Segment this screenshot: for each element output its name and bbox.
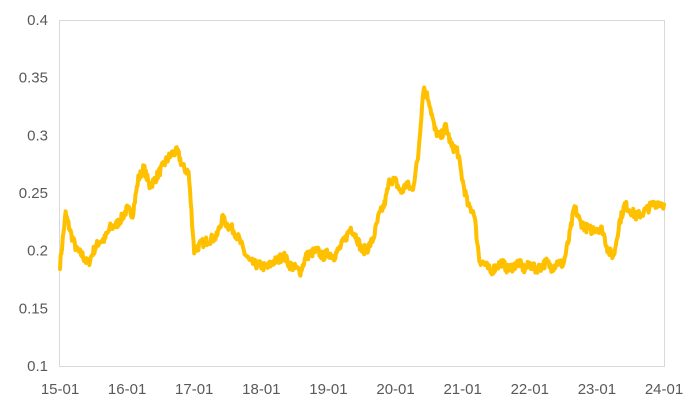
plot-area [59,20,665,367]
x-axis: 15-01 16-01 17-01 18-01 19-01 20-01 21-01 22-01… [41,381,683,398]
y-tick-label: 0.2 [27,243,48,260]
y-tick-label: 0.25 [19,185,48,202]
x-tick-label: 17-01 [175,381,213,398]
y-axis: 0.1 0.15 0.2 0.25 0.3 0.35 0.4 [19,12,48,375]
x-tick-label: 18-01 [242,381,280,398]
y-tick-label: 0.4 [27,12,48,29]
x-tick-label: 23-01 [578,381,616,398]
series-layer [58,85,666,278]
x-tick-label: 16-01 [108,381,146,398]
y-tick-label: 0.35 [19,70,48,87]
x-tick-label: 24-01 [645,381,683,398]
series-line [58,85,666,278]
x-tick-label: 21-01 [443,381,481,398]
y-tick-label: 0.1 [27,358,48,375]
x-tick-label: 20-01 [376,381,414,398]
y-tick-label: 0.3 [27,127,48,144]
x-tick-label: 15-01 [41,381,79,398]
x-tick-label: 22-01 [511,381,549,398]
y-tick-label: 0.15 [19,300,48,317]
x-tick-label: 19-01 [309,381,347,398]
